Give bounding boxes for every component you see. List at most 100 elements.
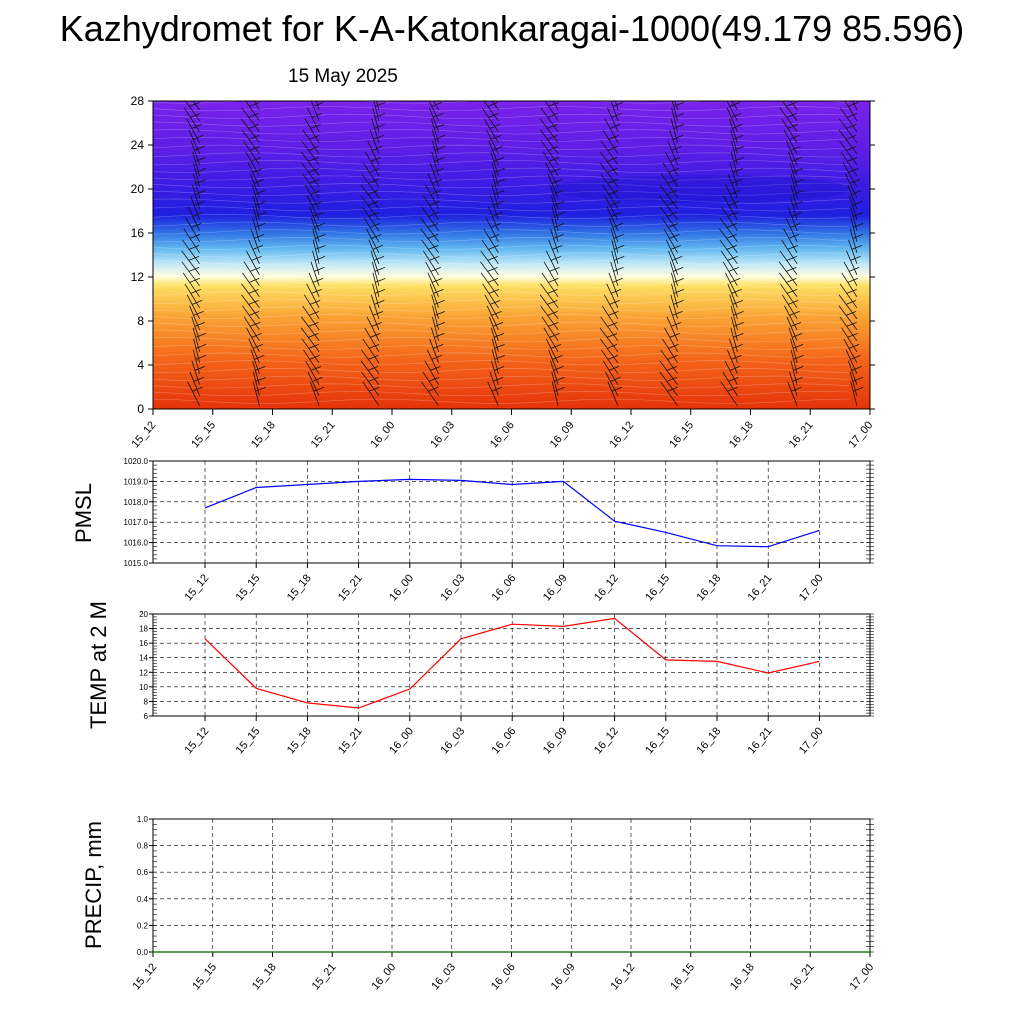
x-tick-label: 15_21	[336, 572, 365, 603]
y-tick-label: 16	[139, 639, 148, 648]
x-tick-label: 16_03	[438, 572, 467, 603]
x-tick-label: 16_21	[787, 419, 816, 450]
x-tick-label: 16_18	[694, 572, 723, 603]
y-tick-label: 0.4	[137, 895, 149, 904]
y-tick-label: 0.8	[137, 842, 149, 851]
y-tick-label: 1.0	[137, 815, 149, 824]
x-tick-label: 16_09	[548, 419, 577, 450]
wind-barb	[719, 101, 744, 406]
x-tick-label: 16_15	[643, 572, 672, 603]
y-tick-label: 0.2	[137, 921, 149, 930]
contour-line	[153, 337, 850, 343]
contour-line	[153, 198, 850, 204]
contour-line	[153, 106, 850, 112]
x-tick-label: 15_15	[234, 725, 263, 756]
y-tick-label: 12	[139, 668, 148, 677]
y-tick-label: 10	[139, 683, 148, 692]
x-tick-label: 15_15	[234, 572, 263, 603]
x-tick-label: 16_00	[387, 572, 416, 603]
contour-line	[153, 360, 850, 366]
x-tick-label: 15_21	[310, 961, 339, 992]
contour-line	[153, 160, 850, 166]
wind-barb-column	[300, 101, 326, 406]
wind-barb-column	[778, 101, 804, 406]
y-tick-label: 0	[137, 402, 144, 416]
y-tick-label: 28	[131, 94, 145, 108]
precip-panel: 0.0 0.2 0.4 0.6 0.8 1.0 PRECIP, mm 15_12 15_15 15…	[81, 815, 876, 992]
wind-barb-column	[420, 101, 446, 406]
contour-line	[153, 252, 850, 258]
y-tick-label: 8	[137, 314, 144, 328]
contour-line	[153, 306, 850, 312]
x-tick-label: 17_00	[846, 419, 875, 450]
x-tick-label: 16_18	[727, 419, 756, 450]
contour-line	[153, 190, 850, 196]
contour-line	[153, 183, 850, 189]
heatmap-core	[550, 175, 850, 203]
x-tick-label: 15_21	[309, 419, 338, 450]
y-tick-label: 24	[131, 138, 145, 152]
page-subtitle: 15 May 2025	[288, 66, 398, 87]
x-tick-label: 16_12	[607, 419, 636, 450]
x-tick-label: 16_03	[429, 961, 458, 992]
y-tick-label: 14	[139, 654, 148, 663]
y-tick-label: 16	[131, 226, 145, 240]
wind-barb-column	[360, 101, 386, 406]
wind-barb-column	[838, 101, 864, 406]
y-tick-label: 8	[144, 697, 149, 706]
contour-line	[153, 321, 850, 327]
x-tick-label: 16_15	[643, 725, 672, 756]
x-tick-label: 15_18	[285, 572, 314, 603]
wind-barb	[480, 101, 505, 406]
contour-line	[153, 375, 850, 381]
contour-line	[153, 221, 850, 227]
contour-line	[153, 175, 850, 181]
x-tick-label: 16_21	[746, 725, 775, 756]
wind-barb	[838, 101, 864, 406]
x-tick-label: 16_12	[592, 572, 621, 603]
y-tick-label: 1018.0	[124, 498, 149, 507]
y-tick-label: 0.0	[137, 948, 149, 957]
wind-barb	[360, 101, 386, 406]
plot-frame	[152, 460, 871, 564]
y-tick-label: 18	[139, 625, 148, 634]
x-tick-label: 15_12	[130, 961, 159, 992]
y-tick-label: 20	[131, 182, 145, 196]
x-tick-label: 16_06	[490, 725, 519, 756]
x-tick-label: 16_21	[788, 961, 817, 992]
x-tick-label: 16_15	[667, 419, 696, 450]
heatmap-contours	[153, 101, 864, 406]
x-tick-label: 16_06	[489, 961, 518, 992]
wind-barb	[300, 101, 326, 406]
wind-barb-column	[539, 101, 565, 406]
y-tick-label: 20	[139, 610, 148, 619]
x-tick-label: 16_09	[549, 961, 578, 992]
y-tick-label: 1016.0	[124, 539, 149, 548]
x-tick-label: 16_18	[728, 961, 757, 992]
y-tick-label: 1019.0	[124, 477, 149, 486]
x-tick-label: 15_12	[182, 725, 211, 756]
contour-line	[153, 298, 850, 304]
axis-label: PRECIP, mm	[81, 821, 106, 949]
heatmap-fill	[153, 101, 870, 409]
temp-panel: 6 8 10 12 14 16 18 20 TEMP at 2 M 15_12 15_15 15_18…	[86, 601, 874, 756]
contour-line	[153, 391, 850, 397]
contour-line	[153, 144, 850, 150]
y-tick-label: 12	[131, 270, 145, 284]
series-line	[204, 478, 820, 548]
wind-barb-column	[659, 101, 685, 406]
x-tick-label: 16_00	[368, 419, 397, 450]
heatmap-panel: 0 4 8 12 16 20 24 28 15_12 15_15 15_18 15_21 16_00 16…	[129, 94, 875, 450]
plot-frame	[152, 613, 871, 717]
x-tick-label: 16_00	[369, 961, 398, 992]
x-tick-label: 16_00	[387, 725, 416, 756]
y-tick-label: 1017.0	[124, 518, 149, 527]
contour-line	[153, 152, 850, 158]
contour-line	[153, 237, 850, 243]
y-tick-label: 1015.0	[124, 559, 149, 568]
x-tick-label: 16_09	[541, 572, 570, 603]
x-tick-label: 17_00	[797, 572, 826, 603]
contour-line	[153, 167, 850, 173]
x-tick-label: 16_09	[541, 725, 570, 756]
